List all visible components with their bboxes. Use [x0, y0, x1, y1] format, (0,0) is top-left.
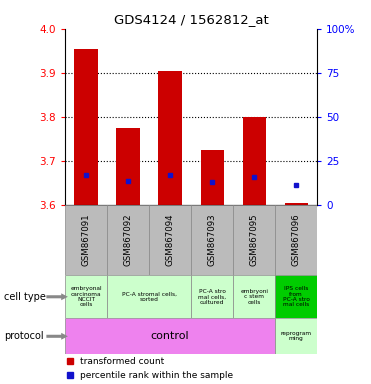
Text: embryonal
carcinoma
NCCIT
cells: embryonal carcinoma NCCIT cells: [70, 286, 102, 307]
Text: transformed count: transformed count: [80, 357, 164, 366]
Text: PC-A stromal cells,
sorted: PC-A stromal cells, sorted: [122, 291, 177, 302]
Text: GSM867095: GSM867095: [250, 214, 259, 266]
Bar: [233, 275, 275, 318]
Text: GSM867094: GSM867094: [165, 214, 174, 266]
Bar: [107, 205, 149, 275]
Bar: [191, 205, 233, 275]
Bar: [243, 117, 266, 205]
Bar: [158, 71, 181, 205]
Text: embryoni
c stem
cells: embryoni c stem cells: [240, 289, 268, 305]
Bar: [200, 150, 224, 205]
Text: reprogram
ming: reprogram ming: [280, 331, 312, 341]
Bar: [275, 318, 317, 354]
Text: GSM867093: GSM867093: [208, 214, 217, 266]
Bar: [116, 128, 139, 205]
Text: GSM867091: GSM867091: [82, 214, 91, 266]
Text: protocol: protocol: [4, 331, 43, 341]
Bar: [65, 205, 107, 275]
Bar: [191, 275, 233, 318]
Title: GDS4124 / 1562812_at: GDS4124 / 1562812_at: [114, 13, 269, 26]
Text: IPS cells
from
PC-A stro
mal cells: IPS cells from PC-A stro mal cells: [283, 286, 310, 307]
Bar: [74, 49, 98, 205]
Bar: [107, 275, 191, 318]
Bar: [275, 205, 317, 275]
Bar: [65, 275, 107, 318]
Text: PC-A stro
mal cells,
cultured: PC-A stro mal cells, cultured: [198, 289, 226, 305]
Bar: [285, 203, 308, 205]
Bar: [233, 205, 275, 275]
Bar: [275, 275, 317, 318]
Text: GSM867092: GSM867092: [124, 214, 132, 266]
Text: cell type: cell type: [4, 292, 46, 302]
Text: GSM867096: GSM867096: [292, 214, 301, 266]
Bar: [65, 318, 275, 354]
Text: percentile rank within the sample: percentile rank within the sample: [80, 371, 233, 380]
Text: control: control: [151, 331, 189, 341]
Bar: [149, 205, 191, 275]
